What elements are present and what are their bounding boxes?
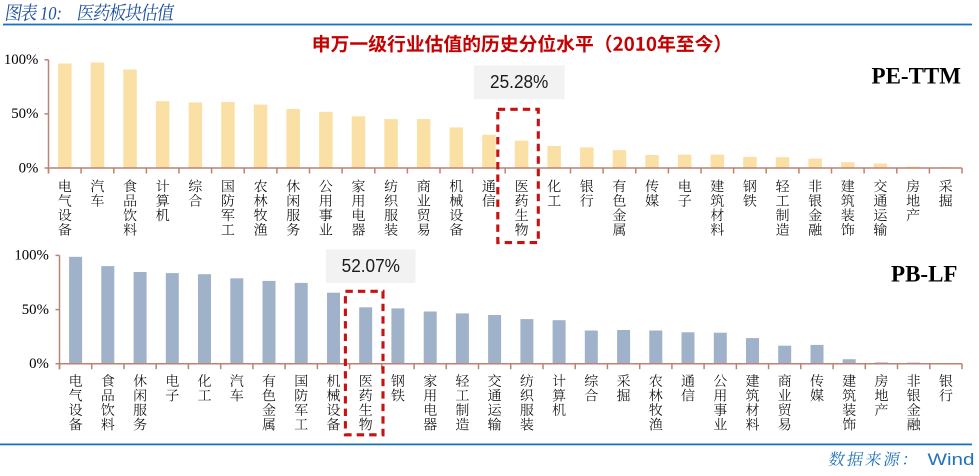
svg-text:100%: 100% — [14, 248, 49, 264]
svg-text:25.28%: 25.28% — [490, 72, 548, 93]
svg-text:Wind: Wind — [928, 450, 975, 469]
svg-text:0%: 0% — [29, 356, 49, 372]
svg-text:10:: 10: — [40, 3, 62, 24]
svg-text:50%: 50% — [22, 302, 49, 318]
svg-text:PB-LF: PB-LF — [891, 262, 957, 287]
svg-text:PE-TTM: PE-TTM — [872, 64, 962, 89]
svg-text:50%: 50% — [11, 106, 38, 122]
svg-text:52.07%: 52.07% — [342, 256, 400, 277]
svg-text:100%: 100% — [4, 52, 39, 68]
svg-text:0%: 0% — [19, 160, 39, 176]
